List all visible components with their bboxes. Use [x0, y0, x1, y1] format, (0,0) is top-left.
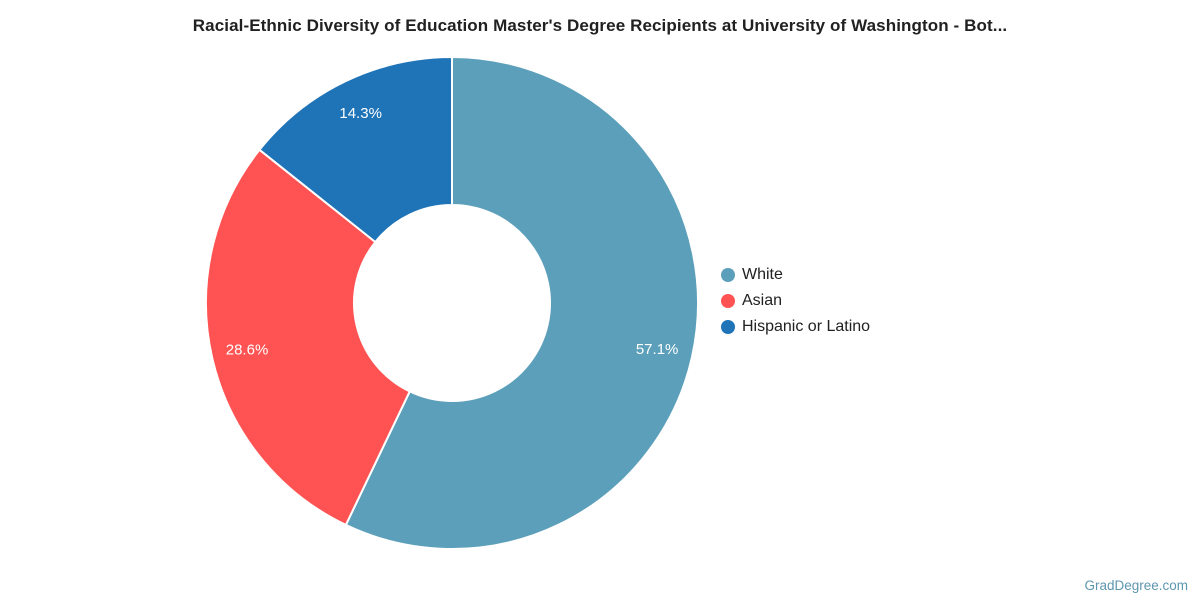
legend-item-white[interactable]: White: [721, 262, 870, 288]
pie-slice-hispanic[interactable]: [258, 56, 453, 244]
legend-label-white: White: [742, 266, 783, 283]
legend-label-hispanic: Hispanic or Latino: [742, 318, 871, 335]
legend: White Asian Hispanic or Latino: [721, 262, 870, 340]
pie-slices: [205, 56, 699, 550]
pie-slice-asian[interactable]: [205, 148, 412, 527]
pie-slice-white[interactable]: [344, 56, 699, 550]
legend-item-asian[interactable]: Asian: [721, 288, 870, 314]
slice-percent-label-hispanic: 14.3%: [339, 105, 382, 122]
legend-swatch-asian-icon: [721, 294, 735, 308]
chart-title: Racial-Ethnic Diversity of Education Mas…: [192, 16, 1008, 35]
slice-percent-label-white: 57.1%: [636, 341, 679, 358]
legend-label-asian: Asian: [742, 292, 783, 309]
pie-slice-labels: 57.1% 28.6% 14.3%: [226, 105, 679, 359]
donut-chart: 57.1% 28.6% 14.3%: [205, 56, 699, 550]
slice-percent-label-asian: 28.6%: [226, 342, 269, 359]
watermark-link[interactable]: GradDegree.com: [1084, 578, 1188, 593]
legend-item-hispanic[interactable]: Hispanic or Latino: [721, 314, 870, 340]
legend-swatch-hispanic-icon: [721, 320, 735, 334]
legend-swatch-white-icon: [721, 268, 735, 282]
